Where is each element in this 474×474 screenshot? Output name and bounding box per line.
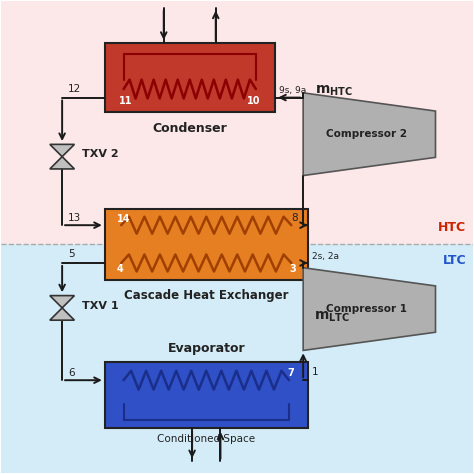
Polygon shape xyxy=(303,268,436,350)
Text: 5: 5 xyxy=(68,249,74,259)
Text: 14: 14 xyxy=(117,214,130,224)
Bar xyxy=(0,244,474,474)
Text: Compressor 1: Compressor 1 xyxy=(326,304,407,314)
Text: LTC: LTC xyxy=(443,255,466,267)
Text: 13: 13 xyxy=(68,213,81,223)
Polygon shape xyxy=(50,156,74,169)
Text: TXV 1: TXV 1 xyxy=(82,301,118,310)
Bar xyxy=(105,362,308,428)
Bar xyxy=(0,0,474,244)
Text: 8: 8 xyxy=(291,213,298,223)
Text: 10: 10 xyxy=(247,96,261,106)
Bar xyxy=(105,209,308,280)
Text: 3: 3 xyxy=(289,264,296,274)
Text: 6: 6 xyxy=(68,368,74,378)
Text: Evaporator: Evaporator xyxy=(167,342,245,355)
Text: Conditioned Space: Conditioned Space xyxy=(157,434,255,444)
Polygon shape xyxy=(50,145,74,156)
Text: TXV 2: TXV 2 xyxy=(82,149,118,159)
Text: HTC: HTC xyxy=(438,221,466,234)
Bar xyxy=(105,43,275,112)
Text: 7: 7 xyxy=(287,368,294,378)
Polygon shape xyxy=(303,93,436,175)
Text: 11: 11 xyxy=(119,96,132,106)
Text: 1: 1 xyxy=(312,367,319,377)
Text: $\mathbf{m_{HTC}}$: $\mathbf{m_{HTC}}$ xyxy=(315,83,353,98)
Text: Compressor 2: Compressor 2 xyxy=(326,129,407,139)
Text: 4: 4 xyxy=(117,264,123,274)
Text: $\mathbf{m_{LTC}}$: $\mathbf{m_{LTC}}$ xyxy=(314,310,349,324)
Text: Cascade Heat Exchanger: Cascade Heat Exchanger xyxy=(124,289,289,302)
Text: 12: 12 xyxy=(68,84,81,94)
Text: 9s, 9a: 9s, 9a xyxy=(279,86,306,95)
Text: 2s, 2a: 2s, 2a xyxy=(312,252,338,261)
Polygon shape xyxy=(50,308,74,320)
Text: Condenser: Condenser xyxy=(152,122,227,135)
Polygon shape xyxy=(50,296,74,308)
